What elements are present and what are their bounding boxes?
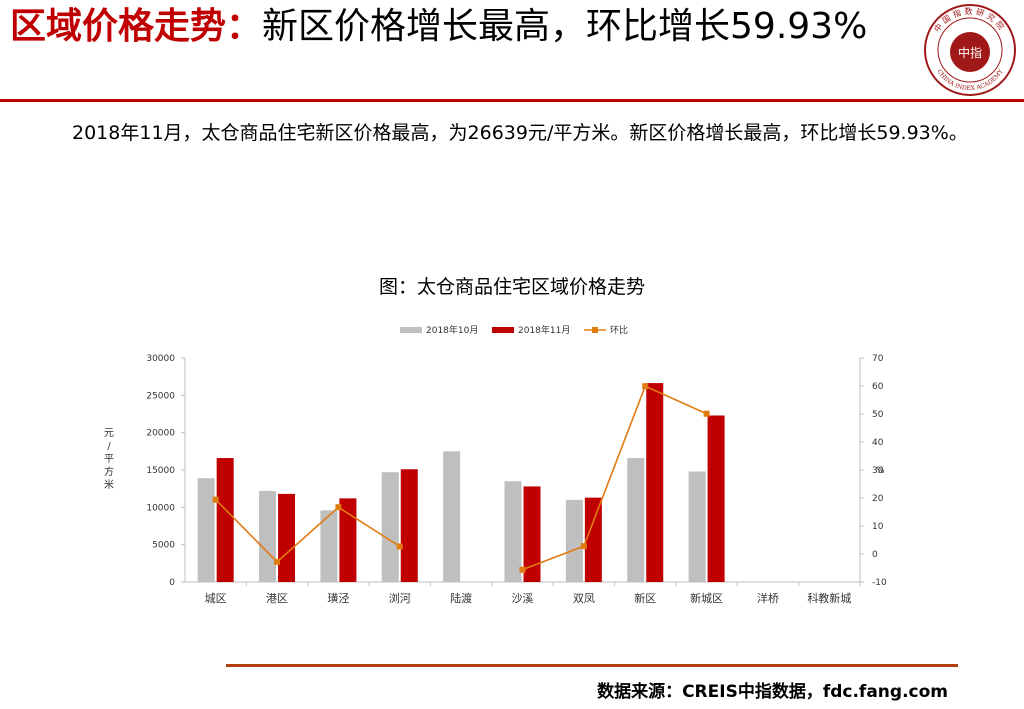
x-tick-label: 新城区 [690,591,723,605]
y2-tick-label: 50 [872,410,884,420]
point-mom [274,558,281,565]
y2-tick-label: 10 [872,522,884,532]
x-tick-label: 城区 [205,592,227,605]
logo-center-text: 中指 [958,45,982,60]
bar-2018-10 [504,481,522,582]
china-index-academy-logo: 中国指数研究院 CHINA INDEX ACADEMY 中指 [924,4,1016,96]
legend-swatch-oct [400,327,422,333]
x-tick-label: 浏河 [389,591,411,605]
line-mom [522,385,707,571]
bar-2018-11 [523,486,541,582]
bar-2018-10 [565,499,583,582]
y2-axis-label: % [876,466,885,476]
point-mom [580,543,587,550]
title-rest: 新区价格增长最高，环比增长59.93% [262,6,868,47]
y2-tick-label: 60 [872,382,884,392]
bar-2018-11 [339,498,357,582]
point-mom [212,496,219,503]
y2-tick-label: -10 [872,578,887,588]
bar-2018-11 [278,493,296,582]
logo-arc-top: 中国指数研究院 [932,6,1006,34]
bar-2018-11 [707,415,725,582]
y2-tick-label: 0 [872,550,878,560]
svg-text:中国指数研究院: 中国指数研究院 [932,6,1009,34]
bar-2018-10 [443,451,461,582]
source-divider [226,664,958,667]
y-tick-label: 5000 [152,541,175,551]
x-tick-label: 科教新城 [807,591,851,605]
bar-2018-11 [216,458,234,582]
point-mom [703,410,710,417]
y-axis-label: 元/平方米 [104,428,114,491]
title-divider [0,99,1024,102]
y-tick-label: 30000 [146,354,175,364]
bar-2018-11 [400,469,418,582]
data-source: 数据来源：CREIS中指数据，fdc.fang.com [597,682,948,702]
point-mom [335,504,342,511]
x-tick-label: 陆渡 [450,591,472,605]
x-tick-label: 新区 [634,591,656,605]
point-mom [519,566,526,573]
bar-2018-10 [259,490,277,582]
x-tick-label: 璜泾 [327,591,349,605]
bar-2018-10 [381,472,399,582]
y-tick-label: 10000 [146,503,175,513]
y2-tick-label: 20 [872,494,884,504]
body-paragraph: 2018年11月，太仓商品住宅新区价格最高，为26639元/平方米。新区价格增长… [72,122,968,144]
title-highlight: 区域价格走势： [10,6,263,47]
bar-2018-10 [320,510,338,582]
bar-2018-11 [646,383,664,582]
legend-label-oct: 2018年10月 [426,324,478,336]
price-trend-chart: 0 5000 10000 15000 20000 25000 30000 -10 0 10 20 30… [104,324,887,605]
y-tick-label: 25000 [146,391,175,401]
y-tick-label: 0 [169,578,175,588]
point-mom [642,383,649,390]
bar-2018-10 [688,471,706,582]
x-tick-label: 港区 [266,592,288,605]
x-tick-label: 双凤 [573,592,595,605]
bar-2018-10 [197,478,215,582]
x-tick-label: 沙溪 [512,592,534,605]
bar-2018-10 [627,458,645,582]
x-tick-label: 洋桥 [757,591,779,605]
y2-tick-label: 70 [872,354,884,364]
chart-title: 图：太仓商品住宅区域价格走势 [378,276,645,298]
page-title: 区域价格走势：新区价格增长最高，环比增长59.93% [10,2,910,52]
bar-2018-11 [584,497,602,582]
line-mom [215,499,401,563]
point-mom [396,543,403,550]
legend-label-mom: 环比 [610,324,628,336]
legend-swatch-nov [492,327,514,333]
legend-swatch-mom-marker [592,327,598,333]
y2-tick-label: 40 [872,438,884,448]
y2-tick-label: 30 [872,466,884,476]
legend-label-nov: 2018年11月 [518,324,570,336]
y-tick-label: 20000 [146,429,175,439]
y-tick-label: 15000 [146,466,175,476]
